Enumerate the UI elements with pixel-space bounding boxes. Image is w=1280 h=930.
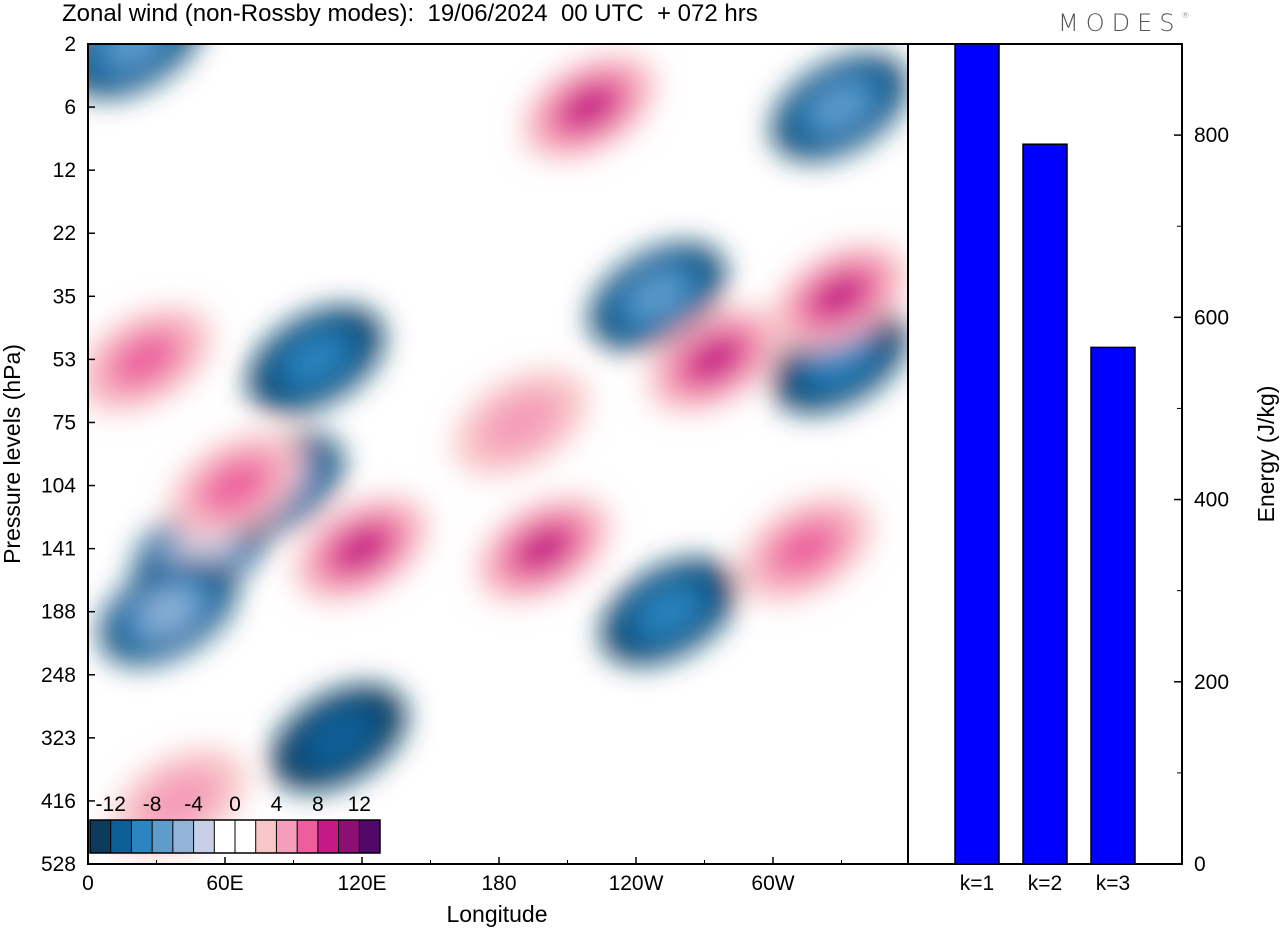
- heatmap-feature: [99, 558, 236, 665]
- colorbar-swatch: [214, 820, 235, 853]
- heatmap-contour-level: [113, 334, 177, 385]
- energy-bar: [954, 43, 1000, 865]
- heatmap-feature: [771, 53, 908, 161]
- y-tick-label: 188: [41, 601, 76, 624]
- energy-tick-label: 600: [1194, 306, 1229, 329]
- heatmap-feature: [601, 558, 737, 665]
- heatmap-feature: [270, 684, 407, 791]
- heatmap-blobs: [88, 44, 908, 855]
- x-tick-label: 120E: [337, 872, 386, 895]
- colorbar-swatch: [172, 820, 194, 853]
- heatmap-feature: [475, 495, 612, 602]
- heatmap-contour-level: [284, 334, 348, 385]
- heatmap-feature: [453, 369, 589, 476]
- colorbar-swatch: [359, 820, 380, 853]
- energy-bar: [1090, 346, 1136, 865]
- x-axis-title: Longitude: [446, 901, 547, 927]
- y-tick-label: 22: [53, 222, 76, 245]
- colorbar-label: 8: [312, 793, 324, 816]
- y-tick-label: 323: [41, 727, 76, 750]
- y-tick-label: 248: [41, 664, 76, 687]
- heatmap-contour-level: [138, 768, 220, 834]
- heatmap-contour-level: [298, 705, 379, 770]
- heatmap-feature: [168, 432, 304, 539]
- colorbar-swatch: [110, 820, 132, 853]
- x-tick-label: 0: [82, 872, 94, 895]
- heatmap-contour-level: [180, 531, 223, 566]
- heatmap-feature: [88, 306, 213, 413]
- y-tick-label: 141: [41, 538, 76, 561]
- heatmap-feature: [646, 306, 783, 413]
- heatmap-contour-level: [516, 527, 571, 571]
- logo-registered-mark: ®: [1181, 11, 1190, 20]
- energy-tick-label: 200: [1194, 671, 1229, 694]
- heatmap-field: [88, 44, 908, 864]
- energy-axis-title: Energy (J/kg): [1253, 386, 1279, 523]
- energy-tick-label: 0: [1194, 853, 1206, 876]
- bar-category-label: k=3: [1096, 872, 1130, 895]
- colorbar: -12 -8 -4 0 4 8 12: [89, 793, 381, 854]
- heatmap-feature: [589, 243, 726, 350]
- colorbar-label: -4: [184, 793, 203, 816]
- heatmap-contour-level: [106, 44, 161, 66]
- colorbar-swatch: [255, 820, 277, 853]
- colorbar-swatch: [90, 820, 111, 853]
- chart-title: Zonal wind (non-Rossby modes): 19/06/202…: [62, 0, 758, 27]
- energy-bar: [1022, 143, 1068, 865]
- colorbar-label: -12: [96, 793, 126, 816]
- colorbar-label: 4: [271, 793, 283, 816]
- heatmap-contour-level: [143, 592, 192, 632]
- heatmap-contour-level: [774, 523, 837, 574]
- heatmap-feature: [771, 243, 908, 350]
- y-tick-label: 53: [53, 348, 76, 371]
- y-tick-label: 6: [64, 96, 76, 119]
- bar-category-label: k=2: [1028, 872, 1062, 895]
- heatmap-contour-level: [630, 274, 685, 318]
- energy-bar-chart: k=1 k=2 k=3 0 200 400 600 800 Energy (J/kg): [907, 43, 1279, 895]
- colorbar-swatch: [317, 820, 339, 853]
- heatmap-contour-level: [637, 586, 701, 637]
- colorbar-swatch: [131, 820, 153, 853]
- y-tick-label: 2: [64, 33, 76, 56]
- y-tick-label: 12: [53, 159, 76, 182]
- colorbar-label: 0: [229, 793, 241, 816]
- heatmap-contour-level: [480, 390, 562, 455]
- x-tick-label: 60E: [206, 872, 243, 895]
- logo-text: MODES: [1058, 9, 1182, 37]
- colorbar-frame: [89, 819, 381, 854]
- heatmap-contour-level: [812, 85, 867, 129]
- x-tick-label: 60W: [751, 872, 794, 895]
- heatmap-feature: [248, 306, 384, 413]
- heatmap-contour-level: [812, 274, 867, 318]
- y-tick-label: 416: [41, 790, 76, 813]
- y-axis-title: Pressure levels (hPa): [0, 344, 25, 564]
- x-tick-label: 120W: [609, 872, 664, 895]
- energy-tick-label: 800: [1194, 124, 1229, 147]
- y-tick-label: 35: [53, 285, 76, 308]
- y-tick-label: 528: [41, 853, 76, 876]
- y-tick-label: 104: [41, 475, 76, 498]
- heatmap-contour-level: [204, 460, 268, 511]
- colorbar-swatch: [193, 820, 215, 853]
- x-tick-label: 180: [481, 872, 516, 895]
- bar-category-label: k=1: [960, 872, 994, 895]
- heatmap-feature: [521, 53, 657, 161]
- heatmap-feature: [293, 495, 430, 602]
- modes-logo: MODES®: [1058, 9, 1189, 37]
- colorbar-swatch: [152, 820, 173, 853]
- heatmap-contour-level: [334, 527, 389, 571]
- energy-tick-label: 400: [1194, 489, 1229, 512]
- heatmap-feature: [737, 495, 874, 602]
- heatmap-contour-level: [687, 337, 742, 381]
- y-tick-label: 75: [53, 411, 76, 434]
- colorbar-label: 12: [348, 793, 371, 816]
- heatmap-contour-level: [562, 85, 616, 129]
- colorbar-label: -8: [143, 793, 162, 816]
- colorbar-swatch: [338, 820, 360, 853]
- colorbar-swatch: [276, 820, 298, 853]
- colorbar-swatch: [297, 820, 318, 853]
- colorbar-swatch: [235, 820, 256, 853]
